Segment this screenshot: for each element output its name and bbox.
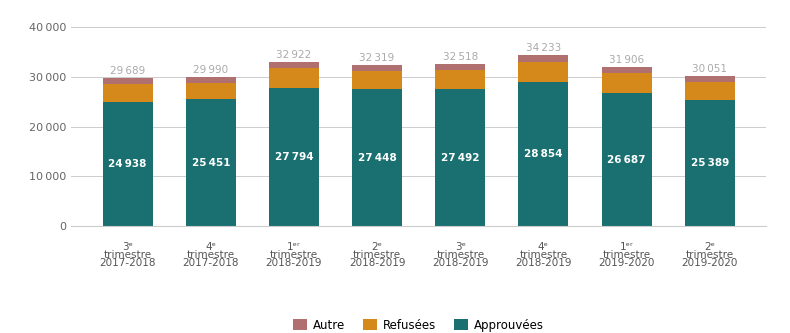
Bar xyxy=(186,77,235,83)
Bar xyxy=(269,68,319,88)
Text: 1ᵉʳ: 1ᵉʳ xyxy=(287,242,301,252)
Text: 2017-2018: 2017-2018 xyxy=(100,258,156,268)
Bar xyxy=(352,71,402,89)
Text: trimestre: trimestre xyxy=(686,250,734,260)
Text: 25 451: 25 451 xyxy=(191,158,230,168)
Text: trimestre: trimestre xyxy=(270,250,318,260)
Text: 2018-2019: 2018-2019 xyxy=(515,258,572,268)
Text: trimestre: trimestre xyxy=(186,250,235,260)
Text: 4ᵉ: 4ᵉ xyxy=(538,242,549,252)
Bar xyxy=(435,89,485,226)
Text: 3ᵉ: 3ᵉ xyxy=(122,242,134,252)
Text: 25 389: 25 389 xyxy=(690,158,729,168)
Bar xyxy=(352,89,402,226)
Text: 32 319: 32 319 xyxy=(359,53,395,63)
Text: 2019-2020: 2019-2020 xyxy=(682,258,738,268)
Text: 30 051: 30 051 xyxy=(692,64,728,74)
Text: 2017-2018: 2017-2018 xyxy=(182,258,239,268)
Text: 2018-2019: 2018-2019 xyxy=(265,258,322,268)
Text: 2ᵉ: 2ᵉ xyxy=(371,242,382,252)
Bar xyxy=(103,84,152,102)
Text: 24 938: 24 938 xyxy=(108,159,147,169)
Bar xyxy=(269,88,319,226)
Bar xyxy=(602,93,652,226)
Bar xyxy=(685,100,735,226)
Text: 3ᵉ: 3ᵉ xyxy=(455,242,466,252)
Bar xyxy=(269,62,319,68)
Text: 26 687: 26 687 xyxy=(608,155,646,165)
Text: 2018-2019: 2018-2019 xyxy=(432,258,488,268)
Text: trimestre: trimestre xyxy=(519,250,567,260)
Bar xyxy=(103,102,152,226)
Text: 27 794: 27 794 xyxy=(275,152,314,162)
Text: 4ᵉ: 4ᵉ xyxy=(205,242,216,252)
Bar xyxy=(602,67,652,73)
Text: trimestre: trimestre xyxy=(353,250,401,260)
Text: 2018-2019: 2018-2019 xyxy=(349,258,405,268)
Text: 32 922: 32 922 xyxy=(276,50,311,60)
Text: 2019-2020: 2019-2020 xyxy=(598,258,655,268)
Text: trimestre: trimestre xyxy=(103,250,152,260)
Text: 34 233: 34 233 xyxy=(526,43,561,54)
Bar xyxy=(186,83,235,99)
Text: 31 906: 31 906 xyxy=(609,55,644,65)
Bar xyxy=(602,73,652,93)
Bar xyxy=(518,82,568,226)
Text: trimestre: trimestre xyxy=(603,250,651,260)
Bar xyxy=(435,70,485,89)
Bar xyxy=(352,65,402,71)
Text: 28 854: 28 854 xyxy=(525,150,562,160)
Text: 27 492: 27 492 xyxy=(441,153,480,163)
Bar xyxy=(103,78,152,84)
Legend: Autre, Refusées, Approuvées: Autre, Refusées, Approuvées xyxy=(288,314,549,333)
Text: 1ᵉʳ: 1ᵉʳ xyxy=(619,242,634,252)
Text: 2ᵉ: 2ᵉ xyxy=(704,242,715,252)
Bar xyxy=(685,82,735,100)
Bar xyxy=(186,99,235,226)
Text: 32 518: 32 518 xyxy=(442,52,478,62)
Bar xyxy=(518,56,568,62)
Text: trimestre: trimestre xyxy=(436,250,484,260)
Text: 29 689: 29 689 xyxy=(110,66,145,76)
Bar xyxy=(685,76,735,82)
Text: 27 448: 27 448 xyxy=(358,153,397,163)
Bar xyxy=(518,62,568,82)
Text: 29 990: 29 990 xyxy=(194,65,228,75)
Bar xyxy=(435,64,485,70)
